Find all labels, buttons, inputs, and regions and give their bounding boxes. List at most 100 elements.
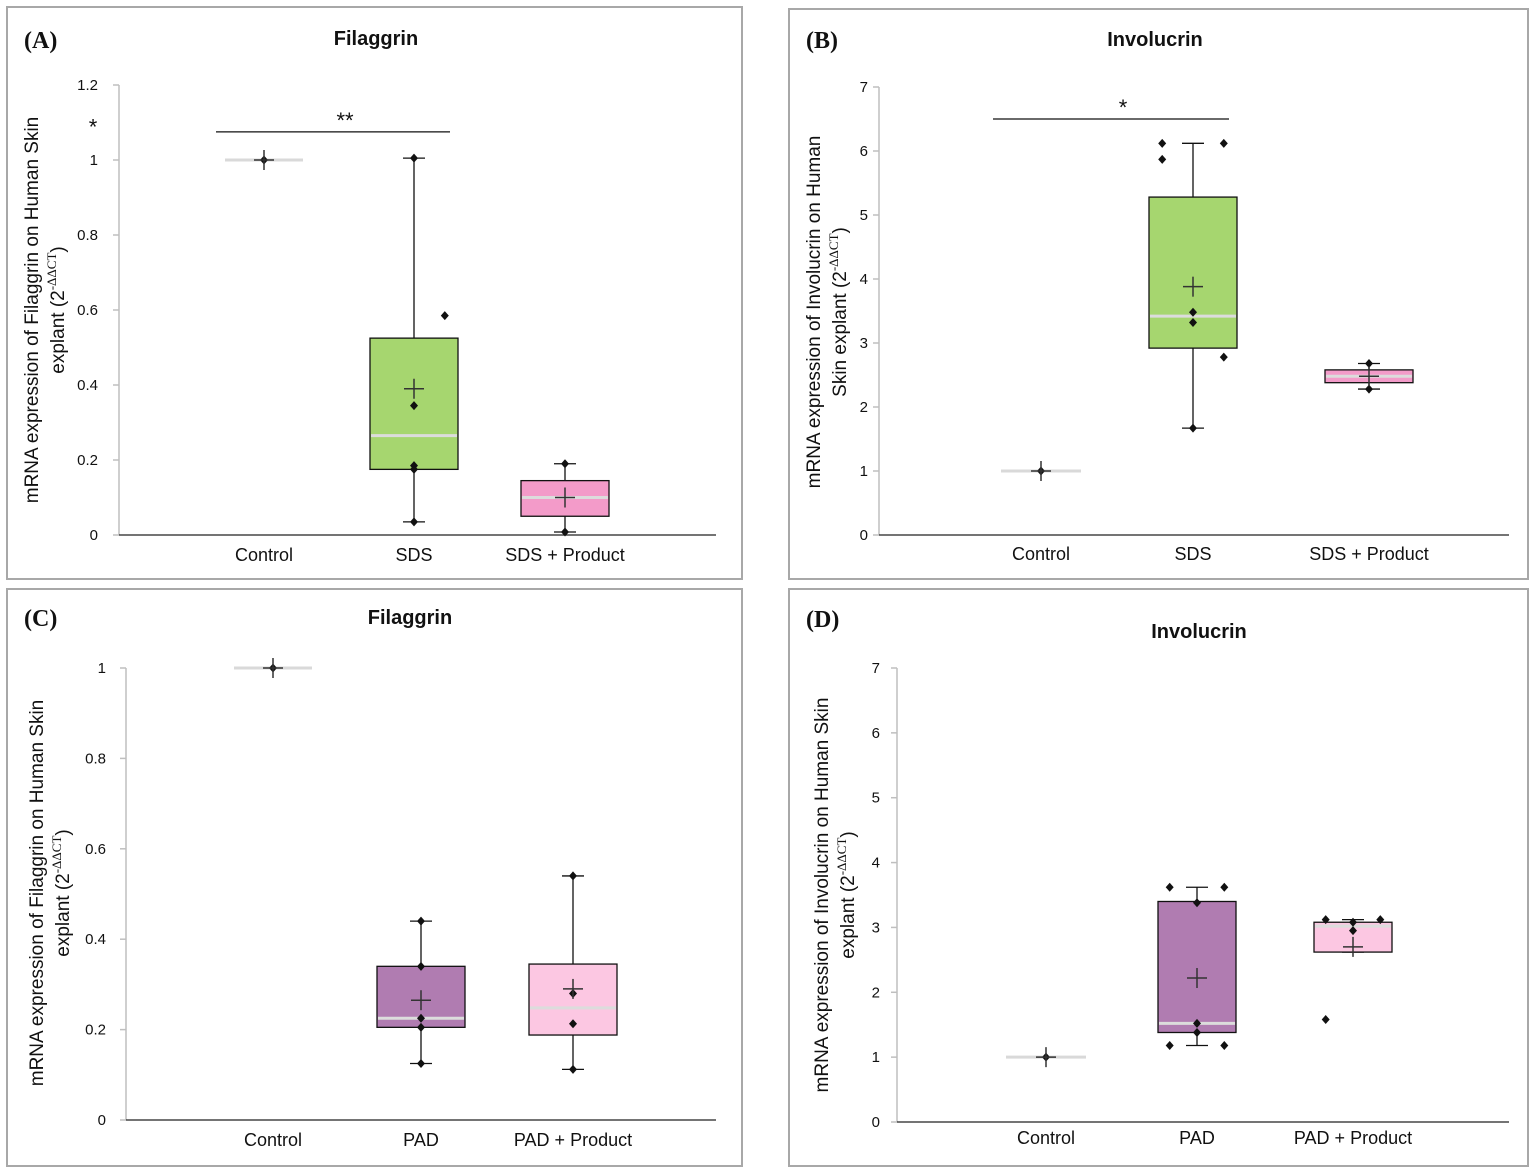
box-pad-product — [528, 871, 618, 1074]
y-tick-label: 1 — [90, 152, 98, 169]
data-point — [1220, 1040, 1229, 1050]
panel-label: (D) — [806, 607, 839, 633]
y-tick-label: 0.6 — [85, 841, 106, 858]
box-control — [1006, 1047, 1086, 1068]
data-point — [1158, 138, 1167, 148]
y-tick-label: 0.8 — [77, 227, 98, 244]
y-axis-label-close: ) — [838, 831, 859, 837]
chart-title: Involucrin — [1151, 621, 1247, 643]
data-point — [561, 527, 569, 537]
chart-panel-c: (C) Filaggrin 0 0.2 0.4 0.6 0.8 1 mRNA expressio… — [24, 606, 716, 1150]
y-axis-label-close: ) — [53, 829, 74, 835]
data-point — [1158, 154, 1167, 164]
panel-label: (C) — [24, 606, 57, 632]
box-control — [1001, 461, 1081, 481]
data-point — [410, 517, 418, 527]
data-point — [1349, 926, 1357, 936]
y-tick-label: 0 — [872, 1114, 880, 1131]
data-point — [440, 311, 449, 321]
x-category-label: PAD + Product — [514, 1130, 632, 1150]
x-category-label: PAD + Product — [1294, 1128, 1412, 1148]
y-tick-label: 1.2 — [77, 77, 98, 94]
y-axis-label-sup: -ΔΔCT — [44, 253, 59, 291]
y-tick-label: 5 — [872, 790, 880, 807]
y-tick-label: 1 — [860, 463, 868, 480]
y-tick-label: 0.2 — [85, 1022, 106, 1039]
data-point — [1219, 352, 1228, 362]
y-tick-label: 4 — [872, 855, 880, 872]
data-point — [1165, 882, 1174, 892]
data-point — [1365, 358, 1373, 368]
y-axis-label-sup: -ΔΔCT — [834, 838, 849, 876]
data-point — [1321, 1015, 1330, 1025]
y-axis-label-line2: explant (2 — [53, 873, 74, 956]
x-category-label: Control — [235, 545, 293, 565]
data-point — [410, 153, 418, 163]
box-sds-product — [520, 459, 610, 537]
y-axis-label: mRNA expression of Filaggrin on Human Sk… — [27, 700, 74, 1087]
data-point — [1349, 917, 1357, 927]
data-point — [1189, 307, 1197, 317]
data-point — [569, 1064, 577, 1074]
y-tick-label: 3 — [872, 919, 880, 936]
box-sds-product — [1324, 358, 1414, 394]
data-point — [417, 916, 425, 926]
data-point — [417, 1059, 425, 1068]
y-axis-label-line1: mRNA expression of Involucrin on Human — [804, 136, 825, 489]
y-tick-label: 7 — [860, 79, 868, 96]
y-axis-label: mRNA expression of Filaggrin on Human Sk… — [22, 117, 69, 504]
box-pad-product — [1313, 915, 1393, 1025]
x-category-label: SDS + Product — [1309, 544, 1429, 564]
y-axis-label-line1: mRNA expression of Filaggrin on Human Sk… — [27, 700, 48, 1087]
y-tick-label: 7 — [872, 660, 880, 677]
y-axis-label-line2: Skin explant (2 — [830, 271, 851, 397]
y-tick-label: 0 — [860, 527, 868, 544]
y-tick-label: 0.4 — [77, 377, 98, 394]
panel-label: (A) — [24, 28, 57, 54]
data-point — [1220, 882, 1229, 892]
data-point — [1189, 318, 1197, 328]
y-tick-label: 0 — [90, 527, 98, 544]
data-point — [1321, 915, 1330, 925]
data-point — [1193, 1018, 1201, 1028]
y-axis-label-line1: mRNA expression of Filaggrin on Human Sk… — [22, 117, 43, 504]
chart-title: Filaggrin — [368, 607, 452, 629]
box-pad — [1157, 882, 1237, 1050]
panel-c: (C) Filaggrin 0 0.2 0.4 0.6 0.8 1 mRNA expressio… — [6, 588, 743, 1167]
y-tick-label: 1 — [872, 1049, 880, 1066]
y-tick-label: 6 — [872, 725, 880, 742]
data-point — [1219, 138, 1228, 148]
data-point — [1193, 1027, 1201, 1037]
x-category-label: PAD — [403, 1130, 439, 1150]
data-point — [1365, 384, 1373, 394]
y-tick-label: 3 — [860, 335, 868, 352]
panel-d: (D) Involucrin 0 1 2 3 4 5 6 7 mRNA expression of … — [788, 588, 1529, 1167]
data-point — [417, 1022, 425, 1032]
box-sds — [1148, 138, 1238, 433]
y-axis-label-line2: explant (2 — [838, 875, 859, 958]
data-point — [1376, 915, 1385, 925]
box-control — [225, 150, 303, 170]
data-point — [417, 961, 425, 971]
y-tick-label: 0.2 — [77, 452, 98, 469]
y-axis-label-sup: -ΔΔCT — [826, 233, 841, 271]
y-tick-label: 2 — [860, 399, 868, 416]
y-tick-label: 0.8 — [85, 750, 106, 767]
x-category-label: PAD — [1179, 1128, 1215, 1148]
y-axis-label-line1: mRNA expression of Involucrin on Human S… — [812, 698, 833, 1093]
box-sds — [369, 153, 459, 527]
data-point — [417, 1013, 425, 1023]
y-tick-label: 5 — [860, 207, 868, 224]
chart-title: Involucrin — [1107, 29, 1203, 51]
x-category-label: Control — [1017, 1128, 1075, 1148]
y-tick-label: 6 — [860, 143, 868, 160]
y-tick-label: 1 — [98, 660, 106, 677]
y-tick-label: 0 — [98, 1112, 106, 1129]
data-point — [410, 401, 418, 411]
significance-label: ** — [336, 108, 354, 133]
x-category-label: Control — [244, 1130, 302, 1150]
y-axis-label-close: ) — [830, 227, 851, 233]
x-category-label: SDS + Product — [505, 545, 625, 565]
chart-panel-b: (B) Involucrin 0 1 2 3 4 5 6 7 mRNA expression of … — [804, 28, 1509, 564]
data-point — [569, 1019, 577, 1029]
